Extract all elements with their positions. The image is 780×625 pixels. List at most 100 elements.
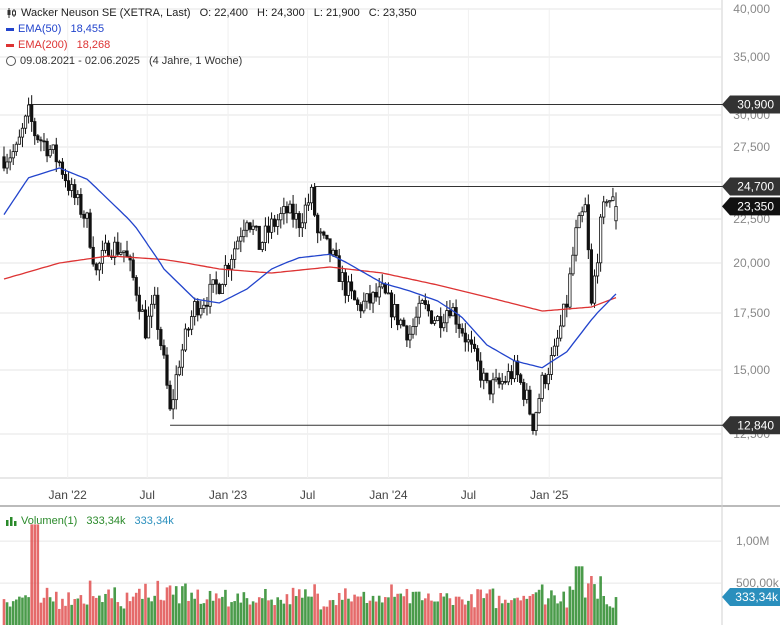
candle-body bbox=[408, 333, 412, 341]
price-tick-label: 20,000 bbox=[733, 256, 770, 270]
candle-body bbox=[562, 303, 566, 327]
candle bbox=[389, 289, 394, 329]
volume-bar bbox=[264, 588, 267, 625]
volume-bar bbox=[113, 587, 117, 625]
candle-body bbox=[371, 291, 375, 304]
candle bbox=[14, 141, 18, 156]
volume-bar bbox=[491, 588, 495, 625]
candle-body bbox=[236, 240, 240, 250]
candle bbox=[303, 197, 307, 230]
time-tick-label: Jul bbox=[461, 488, 476, 502]
candle-body bbox=[260, 242, 264, 250]
volume-bar bbox=[138, 588, 141, 625]
candle-body bbox=[340, 272, 344, 282]
candle-body bbox=[469, 339, 474, 345]
candle bbox=[27, 97, 31, 124]
volume-bar bbox=[356, 596, 359, 625]
candle-body bbox=[14, 143, 18, 153]
candle-body bbox=[349, 281, 354, 292]
candle bbox=[451, 302, 455, 317]
candle bbox=[76, 190, 80, 206]
candle bbox=[531, 413, 535, 435]
candle bbox=[313, 183, 317, 218]
candle bbox=[51, 144, 55, 154]
candle bbox=[436, 315, 440, 322]
volume-bar bbox=[605, 604, 609, 625]
candle bbox=[368, 284, 372, 311]
candle bbox=[568, 267, 572, 310]
candle bbox=[288, 200, 292, 214]
candle bbox=[608, 199, 612, 208]
candle bbox=[420, 298, 424, 305]
candle-body bbox=[211, 279, 215, 285]
volume-bar bbox=[430, 600, 433, 625]
volume-tick-label: 1,00M bbox=[736, 534, 769, 548]
candle bbox=[614, 192, 618, 230]
candle bbox=[503, 375, 507, 385]
candle bbox=[605, 199, 609, 207]
price-tick-label: 17,500 bbox=[733, 306, 770, 320]
candle bbox=[239, 227, 243, 253]
candle bbox=[454, 299, 458, 333]
candle-body bbox=[156, 294, 160, 330]
candle bbox=[439, 307, 443, 338]
candle bbox=[254, 225, 258, 232]
volume-bar bbox=[531, 594, 535, 625]
candle-body bbox=[131, 259, 135, 278]
candle-body bbox=[309, 186, 314, 204]
volume-bar bbox=[190, 592, 193, 625]
candle bbox=[251, 219, 255, 235]
volume-bar bbox=[528, 595, 532, 625]
candle bbox=[45, 138, 49, 163]
candle-body bbox=[595, 262, 600, 277]
candle-body bbox=[380, 283, 384, 288]
candle bbox=[165, 347, 169, 389]
candle-body bbox=[503, 381, 507, 383]
instrument-name: Wacker Neuson SE (XETRA, Last) bbox=[21, 7, 191, 19]
volume-bar bbox=[8, 606, 12, 625]
close-label: C: bbox=[368, 7, 380, 19]
candle-body bbox=[365, 293, 369, 302]
candle-body bbox=[254, 225, 258, 228]
volume-bar bbox=[353, 594, 356, 625]
candle-body bbox=[76, 194, 80, 199]
candle-body bbox=[282, 206, 286, 215]
candle bbox=[94, 262, 98, 276]
volume-bar bbox=[11, 601, 15, 625]
volume-bar bbox=[254, 602, 258, 625]
volume-bar bbox=[270, 599, 273, 625]
volume-bar bbox=[313, 584, 316, 625]
volume-bar bbox=[347, 598, 350, 625]
candle bbox=[189, 310, 194, 336]
volume-bar bbox=[267, 600, 270, 625]
volume-bar bbox=[27, 597, 30, 625]
candle bbox=[134, 275, 138, 302]
volume-bar bbox=[42, 597, 46, 625]
time-axis: Jan '22 Jul Jan '23 Jul Jan '24 Jul Jan '25 bbox=[49, 488, 569, 502]
volume-bar bbox=[497, 595, 501, 625]
date-range-legend: 09.08.2021 - 02.06.2025 (4 Jahre, 1 Woch… bbox=[6, 54, 242, 68]
candle bbox=[552, 338, 557, 357]
volume-label: Volumen(1) bbox=[21, 515, 78, 527]
candle bbox=[193, 297, 197, 326]
candle bbox=[528, 385, 532, 416]
candle-body bbox=[27, 104, 31, 117]
candle-body bbox=[257, 225, 261, 250]
candle bbox=[8, 149, 12, 171]
candle bbox=[291, 194, 295, 228]
candle-body bbox=[159, 329, 163, 347]
volume-bar bbox=[417, 591, 421, 625]
candle-body bbox=[497, 377, 501, 385]
candle-body bbox=[306, 202, 311, 206]
candle bbox=[595, 253, 600, 284]
candle-body bbox=[608, 200, 612, 203]
volume-bar bbox=[291, 587, 295, 625]
candle-body bbox=[614, 206, 618, 222]
candle-body bbox=[168, 384, 172, 410]
volume-bar bbox=[454, 596, 458, 625]
candle-body bbox=[602, 201, 606, 218]
volume-bar bbox=[91, 596, 95, 625]
candle bbox=[177, 360, 181, 377]
candle-body bbox=[565, 303, 569, 308]
